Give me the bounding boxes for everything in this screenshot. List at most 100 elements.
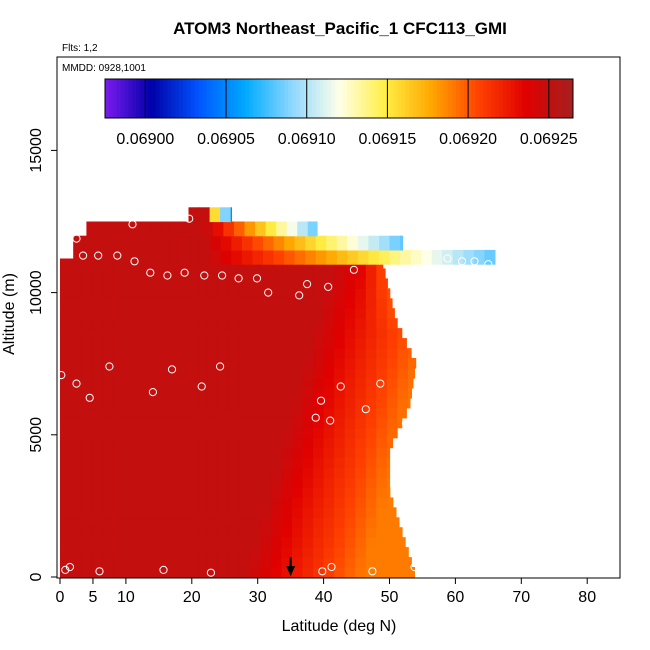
- heat-cell: [91, 407, 103, 419]
- heat-cell: [186, 547, 198, 558]
- heat-cell: [102, 467, 114, 479]
- colorbar-swatch: [397, 79, 402, 118]
- heat-cell: [123, 407, 135, 419]
- sample-point: [72, 234, 81, 243]
- heat-cell: [239, 547, 251, 558]
- heat-cell: [133, 497, 145, 508]
- heat-cell: [323, 567, 335, 578]
- heat-cell: [112, 358, 124, 369]
- heat-cell: [197, 467, 209, 479]
- heat-cell: [260, 427, 272, 439]
- heat-cell: [228, 397, 240, 409]
- heat-cell: [165, 288, 177, 299]
- heat-cell: [165, 567, 177, 578]
- heat-cell: [133, 477, 145, 489]
- heat-cell: [60, 537, 72, 548]
- heat-cell: [107, 221, 119, 237]
- heat-cell: [176, 308, 188, 319]
- heat-cell: [81, 348, 93, 359]
- heat-cell: [249, 298, 261, 309]
- heat-cell: [270, 477, 282, 489]
- heat-cell: [165, 328, 177, 339]
- colorbar-swatch: [171, 79, 176, 118]
- sample-point: [316, 396, 326, 405]
- heat-cell: [133, 298, 145, 309]
- heat-cell: [365, 348, 377, 359]
- heat-cell: [347, 235, 359, 251]
- heat-cell: [83, 249, 95, 265]
- heat-cell: [313, 348, 325, 359]
- heat-cell: [91, 527, 103, 538]
- heat-cell: [260, 368, 272, 379]
- heat-cell: [344, 308, 356, 319]
- heat-cell: [70, 487, 82, 498]
- heat-cell: [313, 278, 325, 289]
- heat-cell: [207, 477, 219, 489]
- heat-cell: [81, 497, 93, 508]
- colorbar-swatch: [190, 79, 196, 118]
- heat-cell: [260, 377, 272, 389]
- heat-cell: [209, 207, 221, 223]
- heat-cell: [81, 417, 93, 429]
- heat-cell: [176, 567, 188, 578]
- heat-cell: [239, 308, 251, 319]
- x-tick-label: 30: [249, 589, 267, 606]
- heat-cell: [165, 477, 177, 489]
- heat-cell: [365, 407, 377, 419]
- heat-cell: [376, 477, 388, 489]
- sample-point: [311, 413, 320, 422]
- heat-cell: [239, 457, 251, 469]
- heat-cell: [91, 537, 103, 548]
- heat-cell: [228, 288, 240, 299]
- colorbar-swatch: [315, 79, 320, 118]
- heat-cell: [197, 397, 209, 409]
- heat-cell: [270, 517, 282, 528]
- heat-cell: [313, 368, 325, 379]
- heat-cell: [70, 358, 82, 369]
- heat-cell: [102, 527, 114, 538]
- heat-cell: [81, 527, 93, 538]
- heat-cell: [220, 235, 232, 251]
- heat-cell: [60, 497, 72, 508]
- colorbar-swatch: [327, 79, 332, 118]
- heat-cell: [344, 517, 356, 528]
- heat-cell: [218, 298, 230, 309]
- heat-cell: [344, 537, 356, 548]
- heat-cell: [408, 567, 415, 578]
- heat-cell: [186, 557, 198, 568]
- heat-cell: [260, 358, 272, 369]
- heat-cell: [197, 537, 209, 548]
- heat-cell: [239, 278, 251, 289]
- heat-cell: [112, 427, 124, 439]
- heat-cell: [70, 507, 82, 518]
- heat-cell: [239, 427, 251, 439]
- heat-cell: [260, 417, 272, 429]
- heat-cell: [102, 477, 114, 489]
- heat-cell: [133, 437, 145, 449]
- heat-cell: [81, 507, 93, 518]
- heat-cell: [133, 467, 145, 479]
- heat-cell: [292, 417, 304, 429]
- heat-cell: [228, 517, 240, 528]
- heat-cell: [70, 457, 82, 469]
- heat-cell: [463, 249, 475, 265]
- sample-point: [443, 254, 452, 263]
- heat-cell: [239, 507, 251, 518]
- heat-cell: [112, 547, 124, 558]
- colorbar-swatch: [214, 79, 219, 118]
- heat-cell: [260, 487, 272, 498]
- heat-cell: [218, 338, 230, 349]
- heat-cell: [376, 308, 388, 319]
- sample-point: [159, 565, 168, 575]
- heat-cell: [323, 387, 335, 399]
- heat-cell: [176, 557, 188, 568]
- heat-cell: [408, 377, 414, 389]
- heat-cell: [334, 437, 346, 449]
- heat-cell: [144, 477, 156, 489]
- heat-cell: [197, 567, 209, 578]
- sample-point: [94, 251, 103, 260]
- heat-cell: [355, 318, 367, 329]
- heat-cell: [197, 427, 209, 439]
- heat-cell: [365, 328, 377, 339]
- colorbar-swatch: [276, 79, 281, 118]
